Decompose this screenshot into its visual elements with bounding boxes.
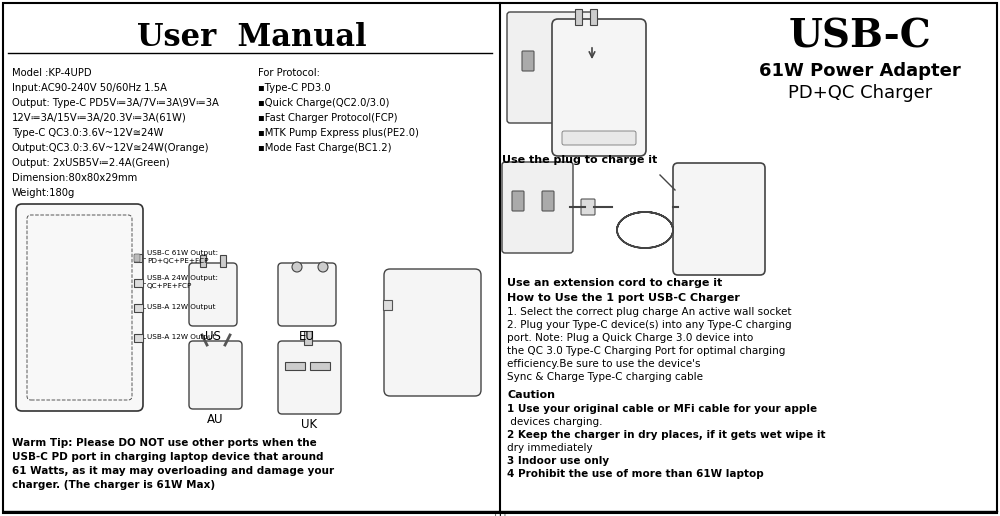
Text: AU: AU xyxy=(207,413,223,426)
Circle shape xyxy=(292,262,302,272)
FancyBboxPatch shape xyxy=(542,191,554,211)
Text: 2. Plug your Type-C device(s) into any Type-C charging: 2. Plug your Type-C device(s) into any T… xyxy=(507,320,792,330)
Bar xyxy=(383,300,392,310)
Text: 1. Select the correct plug charge An active wall socket: 1. Select the correct plug charge An act… xyxy=(507,307,792,317)
FancyBboxPatch shape xyxy=(522,51,534,71)
Text: 1 Use your original cable or MFi cable for your apple: 1 Use your original cable or MFi cable f… xyxy=(507,404,817,414)
Text: Dimension:80x80x29mm: Dimension:80x80x29mm xyxy=(12,173,137,183)
FancyBboxPatch shape xyxy=(581,199,595,215)
Bar xyxy=(575,9,582,25)
Text: USB-C: USB-C xyxy=(789,18,931,56)
Text: 反面: 反面 xyxy=(494,509,506,516)
Text: Use the plug to charge it: Use the plug to charge it xyxy=(502,155,658,165)
FancyBboxPatch shape xyxy=(278,263,336,326)
Bar xyxy=(310,362,330,370)
Text: dry immediately: dry immediately xyxy=(507,443,593,453)
FancyBboxPatch shape xyxy=(189,263,237,326)
Bar xyxy=(304,331,312,345)
Text: USB-A 12W Output: USB-A 12W Output xyxy=(147,304,216,310)
FancyBboxPatch shape xyxy=(554,51,566,71)
Text: USB-A 24W Output:
QC+PE+FCP: USB-A 24W Output: QC+PE+FCP xyxy=(147,275,218,289)
Bar xyxy=(134,279,143,287)
Circle shape xyxy=(318,262,328,272)
Text: Sync & Charge Type-C charging cable: Sync & Charge Type-C charging cable xyxy=(507,372,703,382)
Bar xyxy=(134,254,142,262)
Text: For Protocol:: For Protocol: xyxy=(258,68,320,78)
Text: Output: Type-C PD5V≔3A/7V≔3A\9V≔3A: Output: Type-C PD5V≔3A/7V≔3A\9V≔3A xyxy=(12,98,219,108)
Bar xyxy=(220,255,226,267)
Text: How to Use the 1 port USB-C Charger: How to Use the 1 port USB-C Charger xyxy=(507,293,740,303)
Text: User  Manual: User Manual xyxy=(137,23,367,54)
FancyBboxPatch shape xyxy=(562,131,636,145)
FancyBboxPatch shape xyxy=(512,191,524,211)
Bar xyxy=(134,304,143,312)
Text: ▪Fast Charger Protocol(FCP): ▪Fast Charger Protocol(FCP) xyxy=(258,113,398,123)
Text: 3 Indoor use only: 3 Indoor use only xyxy=(507,456,609,466)
Text: Caution: Caution xyxy=(507,390,555,400)
Text: 2 Keep the charger in dry places, if it gets wet wipe it: 2 Keep the charger in dry places, if it … xyxy=(507,430,826,440)
Text: EU: EU xyxy=(299,330,315,343)
FancyBboxPatch shape xyxy=(552,19,646,156)
Text: Output: 2xUSB5V≔2.4A(Green): Output: 2xUSB5V≔2.4A(Green) xyxy=(12,158,170,168)
FancyBboxPatch shape xyxy=(134,254,140,262)
Text: Use an extension cord to charge it: Use an extension cord to charge it xyxy=(507,278,723,288)
Text: Warm Tip: Please DO NOT use other ports when the: Warm Tip: Please DO NOT use other ports … xyxy=(12,438,317,448)
FancyBboxPatch shape xyxy=(507,12,593,123)
Text: USB-A 12W Output: USB-A 12W Output xyxy=(147,334,216,340)
Text: ▪Type-C PD3.0: ▪Type-C PD3.0 xyxy=(258,83,331,93)
Text: ▪Mode Fast Charge(BC1.2): ▪Mode Fast Charge(BC1.2) xyxy=(258,143,392,153)
Text: 12V≔3A/15V≔3A/20.3V≔3A(61W): 12V≔3A/15V≔3A/20.3V≔3A(61W) xyxy=(12,113,187,123)
Text: PD+QC Charger: PD+QC Charger xyxy=(788,84,932,102)
FancyBboxPatch shape xyxy=(502,162,573,253)
Text: Weight:180g: Weight:180g xyxy=(12,188,75,198)
Text: USB-C PD port in charging laptop device that around: USB-C PD port in charging laptop device … xyxy=(12,452,324,462)
Text: Type-C QC3.0:3.6V~12V≅24W: Type-C QC3.0:3.6V~12V≅24W xyxy=(12,128,164,138)
Bar xyxy=(134,334,143,342)
Text: UK: UK xyxy=(301,418,317,431)
Text: Model :KP-4UPD: Model :KP-4UPD xyxy=(12,68,92,78)
Text: 61 Watts, as it may may overloading and damage your: 61 Watts, as it may may overloading and … xyxy=(12,466,334,476)
Text: devices charging.: devices charging. xyxy=(507,417,602,427)
FancyBboxPatch shape xyxy=(673,163,765,275)
Bar xyxy=(285,362,305,370)
FancyBboxPatch shape xyxy=(189,341,242,409)
Text: Output:QC3.0:3.6V~12V≅24W(Orange): Output:QC3.0:3.6V~12V≅24W(Orange) xyxy=(12,143,210,153)
Text: the QC 3.0 Type-C Charging Port for optimal charging: the QC 3.0 Type-C Charging Port for opti… xyxy=(507,346,785,356)
Text: charger. (The charger is 61W Max): charger. (The charger is 61W Max) xyxy=(12,480,215,490)
Text: 61W Power Adapter: 61W Power Adapter xyxy=(759,62,961,80)
Text: USB-C 61W Output:
PD+QC+PE+FCP: USB-C 61W Output: PD+QC+PE+FCP xyxy=(147,250,218,264)
FancyBboxPatch shape xyxy=(278,341,341,414)
Text: ▪Quick Charge(QC2.0/3.0): ▪Quick Charge(QC2.0/3.0) xyxy=(258,98,389,108)
Text: 4 Prohibit the use of more than 61W laptop: 4 Prohibit the use of more than 61W lapt… xyxy=(507,469,764,479)
Bar xyxy=(200,255,206,267)
Text: port. Note: Plug a Quick Charge 3.0 device into: port. Note: Plug a Quick Charge 3.0 devi… xyxy=(507,333,753,343)
FancyBboxPatch shape xyxy=(384,269,481,396)
Text: efficiency.Be sure to use the device's: efficiency.Be sure to use the device's xyxy=(507,359,700,369)
Text: US: US xyxy=(205,330,221,343)
Text: ▪MTK Pump Express plus(PE2.0): ▪MTK Pump Express plus(PE2.0) xyxy=(258,128,419,138)
FancyBboxPatch shape xyxy=(16,204,143,411)
Text: Input:AC90-240V 50/60Hz 1.5A: Input:AC90-240V 50/60Hz 1.5A xyxy=(12,83,167,93)
Bar xyxy=(590,9,597,25)
